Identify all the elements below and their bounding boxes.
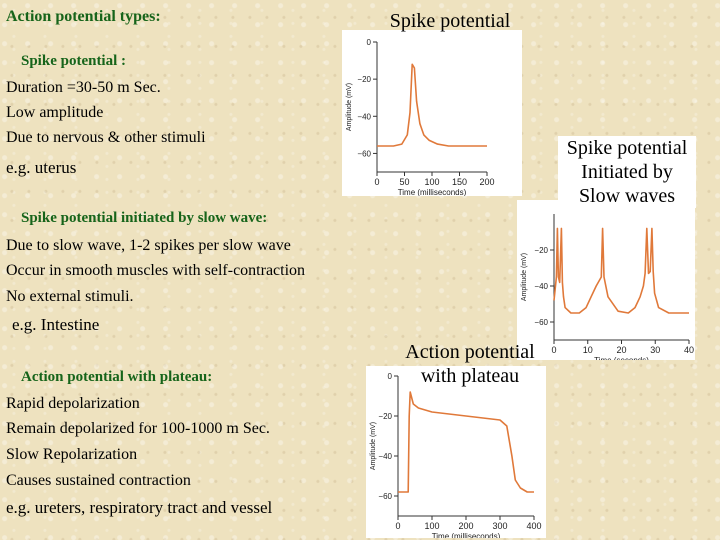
chart-slow_wave-xtick-label-3: 30 <box>650 345 660 355</box>
spike-figure-title: Spike potential <box>389 10 511 32</box>
chart-spike-ytick-label-1: −20 <box>357 75 371 84</box>
plateau-figure-title: Action potential with plateau <box>392 340 548 388</box>
chart-plateau-ytick-label-1: −20 <box>378 412 392 421</box>
chart-spike-xtick-label-3: 150 <box>452 177 467 187</box>
chart-plateau-xtick-label-2: 200 <box>458 521 473 531</box>
chart-spike-series-line <box>377 63 487 147</box>
slow-wave-title-line-1: Spike potential <box>566 137 688 159</box>
spike-chart-panel: 0 −20 −40 −60 0 50 100 150 200 Time (milliseconds… <box>342 30 522 196</box>
chart-slow_wave-ytick-label-2: −60 <box>534 318 548 327</box>
chart-plateau-ytick-label-2: −40 <box>378 452 392 461</box>
chart-slow_wave-series-line <box>553 227 689 314</box>
plateau-title-line-2: with plateau <box>420 365 520 387</box>
chart-slow_wave-ytick-label-1: −40 <box>534 282 548 291</box>
plateau-example: e.g. ureters, respiratory tract and vess… <box>6 498 273 517</box>
plateau-title-line-1: Action potential <box>405 341 535 363</box>
slow-wave-example: e.g. Intestine <box>12 315 100 334</box>
spike-example: e.g. uterus <box>6 158 77 177</box>
chart-slow_wave-ytick-label-0: −20 <box>534 246 548 255</box>
chart-plateau-xlabel: Time (milliseconds) <box>432 532 501 538</box>
chart-plateau-xtick-label-4: 400 <box>526 521 541 531</box>
plateau-line-1: Rapid depolarization <box>6 395 140 412</box>
chart-spike-xtick-label-1: 50 <box>399 177 409 187</box>
slow-wave-line-3: No external stimuli. <box>6 288 134 305</box>
spike-line-3: Due to nervous & other stimuli <box>6 129 206 146</box>
chart-spike-ylabel: Amplitude (mV) <box>346 83 353 131</box>
plateau-chart-panel: 0 −20 −40 −60 0 100 200 300 400 Time (millisecond… <box>366 366 546 538</box>
spike-line-2: Low amplitude <box>6 104 104 121</box>
chart-slow_wave-xtick-label-2: 20 <box>616 345 626 355</box>
slow-wave-line-2: Occur in smooth muscles with self-contra… <box>6 262 306 279</box>
slow-wave-figure-title: Spike potential Initiated by Slow waves <box>558 136 696 208</box>
chart-spike-ytick-label-0: 0 <box>367 38 372 47</box>
plateau-chart: 0 −20 −40 −60 0 100 200 300 400 Time (millisecond… <box>370 372 542 538</box>
slow-wave-title-line-3: Slow waves <box>578 185 676 207</box>
chart-plateau-series-line <box>398 391 534 493</box>
chart-spike-xtick-label-2: 100 <box>424 177 439 187</box>
plateau-line-3: Slow Repolarization <box>6 446 138 463</box>
chart-plateau-ylabel: Amplitude (mV) <box>370 422 377 470</box>
plateau-line-4: Causes sustained contraction <box>6 472 191 489</box>
chart-plateau-ytick-label-0: 0 <box>388 372 393 381</box>
slow-wave-chart: −20 −40 −60 0 10 20 30 40 Time (seconds) Amplitud… <box>521 214 694 360</box>
slow-wave-title-line-2: Initiated by <box>581 161 673 183</box>
spike-chart: 0 −20 −40 −60 0 50 100 150 200 Time (milliseconds… <box>346 38 495 196</box>
chart-spike-xtick-label-0: 0 <box>374 177 379 187</box>
plateau-line-2: Remain depolarized for 100-1000 m Sec. <box>6 420 270 437</box>
chart-slow_wave-xlabel: Time (seconds) <box>594 356 649 360</box>
slow-wave-chart-panel: −20 −40 −60 0 10 20 30 40 Time (seconds) Amplitud… <box>517 200 695 360</box>
slow-wave-section-title: Spike potential initiated by slow wave: <box>21 210 268 226</box>
chart-spike-ytick-label-2: −40 <box>357 112 371 121</box>
chart-plateau-xtick-label-1: 100 <box>424 521 439 531</box>
chart-slow_wave-xtick-label-1: 10 <box>583 345 593 355</box>
plateau-section-title: Action potential with plateau: <box>21 369 213 385</box>
chart-slow_wave-xtick-label-4: 40 <box>684 345 694 355</box>
page-heading: Action potential types: <box>6 8 161 25</box>
chart-slow_wave-xtick-label-0: 0 <box>551 345 556 355</box>
chart-plateau-xtick-label-0: 0 <box>395 521 400 531</box>
chart-spike-xlabel: Time (milliseconds) <box>398 188 467 196</box>
spike-section-title: Spike potential : <box>21 53 127 69</box>
chart-plateau-xtick-label-3: 300 <box>492 521 507 531</box>
chart-spike-xtick-label-4: 200 <box>479 177 494 187</box>
slow-wave-line-1: Due to slow wave, 1-2 spikes per slow wa… <box>6 237 291 254</box>
chart-plateau-ytick-label-3: −60 <box>378 492 392 501</box>
chart-spike-ytick-label-3: −60 <box>357 149 371 158</box>
chart-slow_wave-ylabel: Amplitude (mV) <box>521 253 528 301</box>
spike-line-1: Duration =30-50 m Sec. <box>6 79 161 96</box>
